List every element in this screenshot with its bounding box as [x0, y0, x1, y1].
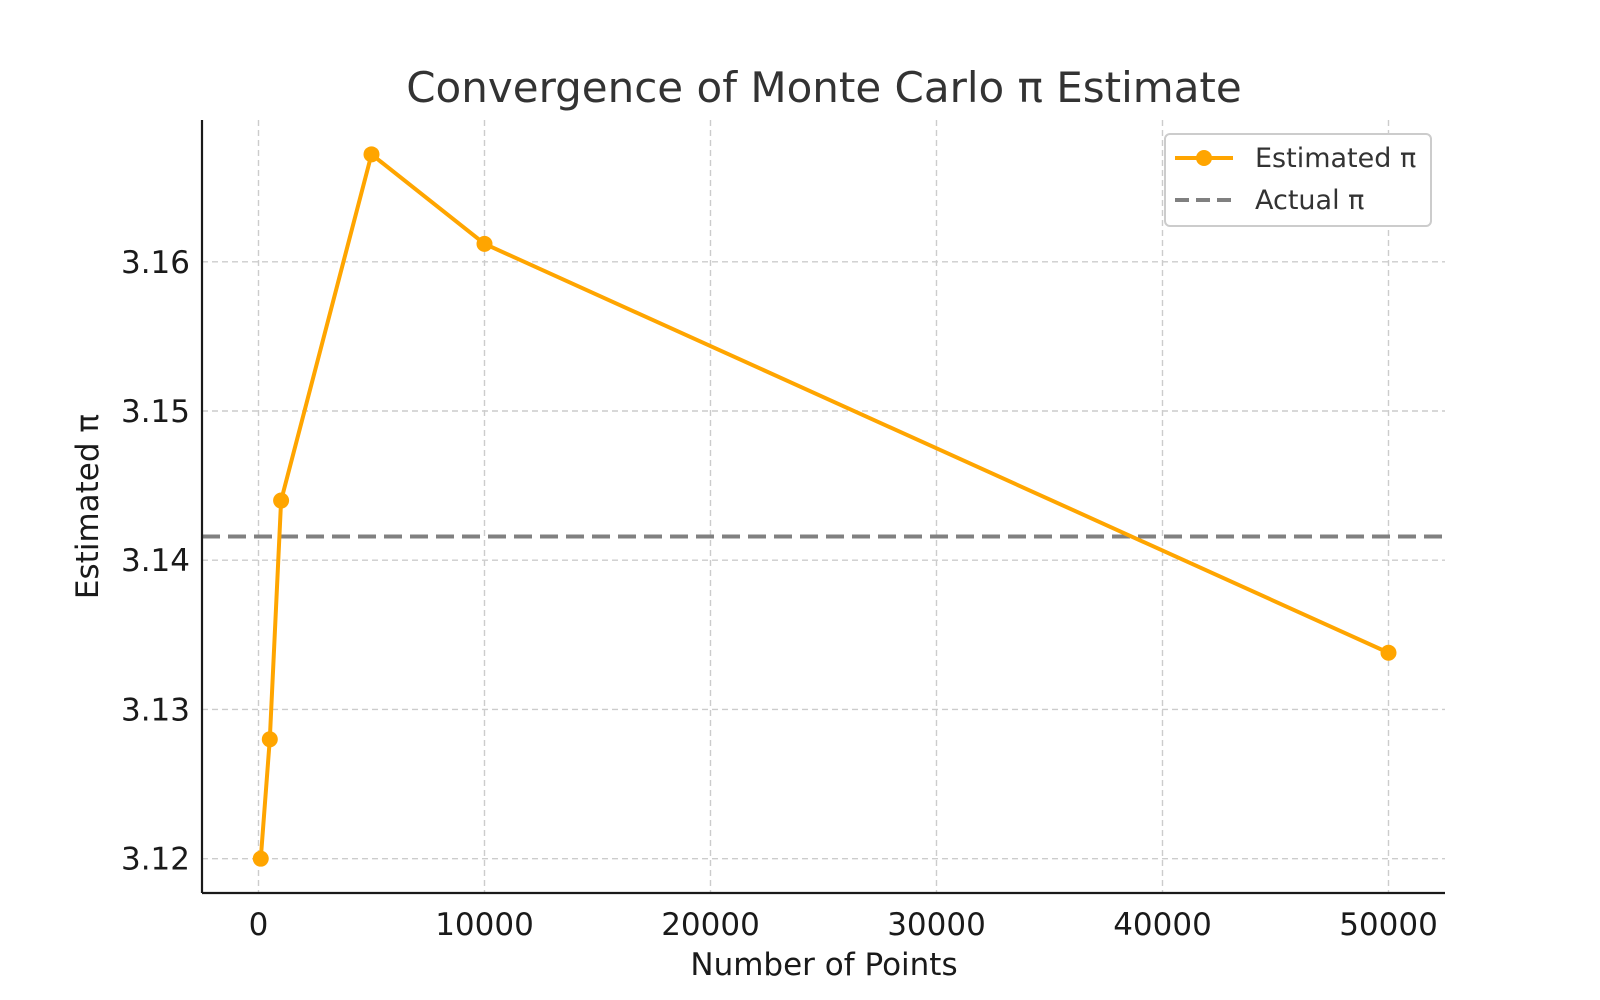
y-tick-label: 3.13 — [121, 692, 190, 728]
estimated-pi-point — [1380, 644, 1397, 661]
y-tick-label: 3.15 — [121, 394, 190, 430]
estimated-pi-point — [252, 850, 269, 867]
y-tick-labels: 3.12 3.13 3.14 3.15 3.16 — [121, 245, 190, 878]
legend: Estimated π Actual π — [1164, 133, 1432, 227]
x-tick-label: 40000 — [1113, 907, 1212, 943]
chart-title: Convergence of Monte Carlo π Estimate — [406, 63, 1242, 112]
x-tick-label: 30000 — [887, 907, 986, 943]
x-tick-label: 0 — [249, 907, 269, 943]
legend-label-actual-pi: Actual π — [1255, 185, 1364, 216]
y-tick-label: 3.12 — [121, 842, 190, 878]
y-axis-label: Estimated π — [70, 414, 106, 599]
grid — [202, 120, 1445, 893]
y-tick-label: 3.16 — [121, 245, 190, 281]
legend-label-estimated-pi: Estimated π — [1255, 143, 1416, 174]
x-tick-label: 10000 — [435, 907, 534, 943]
estimated-pi-point — [363, 146, 380, 163]
x-axis-label: Number of Points — [690, 947, 957, 983]
x-tick-labels: 0 10000 20000 30000 40000 50000 — [249, 907, 1438, 943]
estimated-pi-point — [273, 492, 290, 509]
axes — [200, 120, 1445, 895]
series-layer — [252, 146, 1397, 867]
x-tick-label: 50000 — [1339, 907, 1438, 943]
legend-marker-estimated-pi — [1196, 150, 1212, 166]
x-tick-label: 20000 — [661, 907, 760, 943]
y-tick-label: 3.14 — [121, 543, 190, 579]
estimated-pi-line — [258, 152, 1390, 859]
estimated-pi-point — [476, 235, 493, 252]
estimated-pi-point — [261, 731, 278, 748]
